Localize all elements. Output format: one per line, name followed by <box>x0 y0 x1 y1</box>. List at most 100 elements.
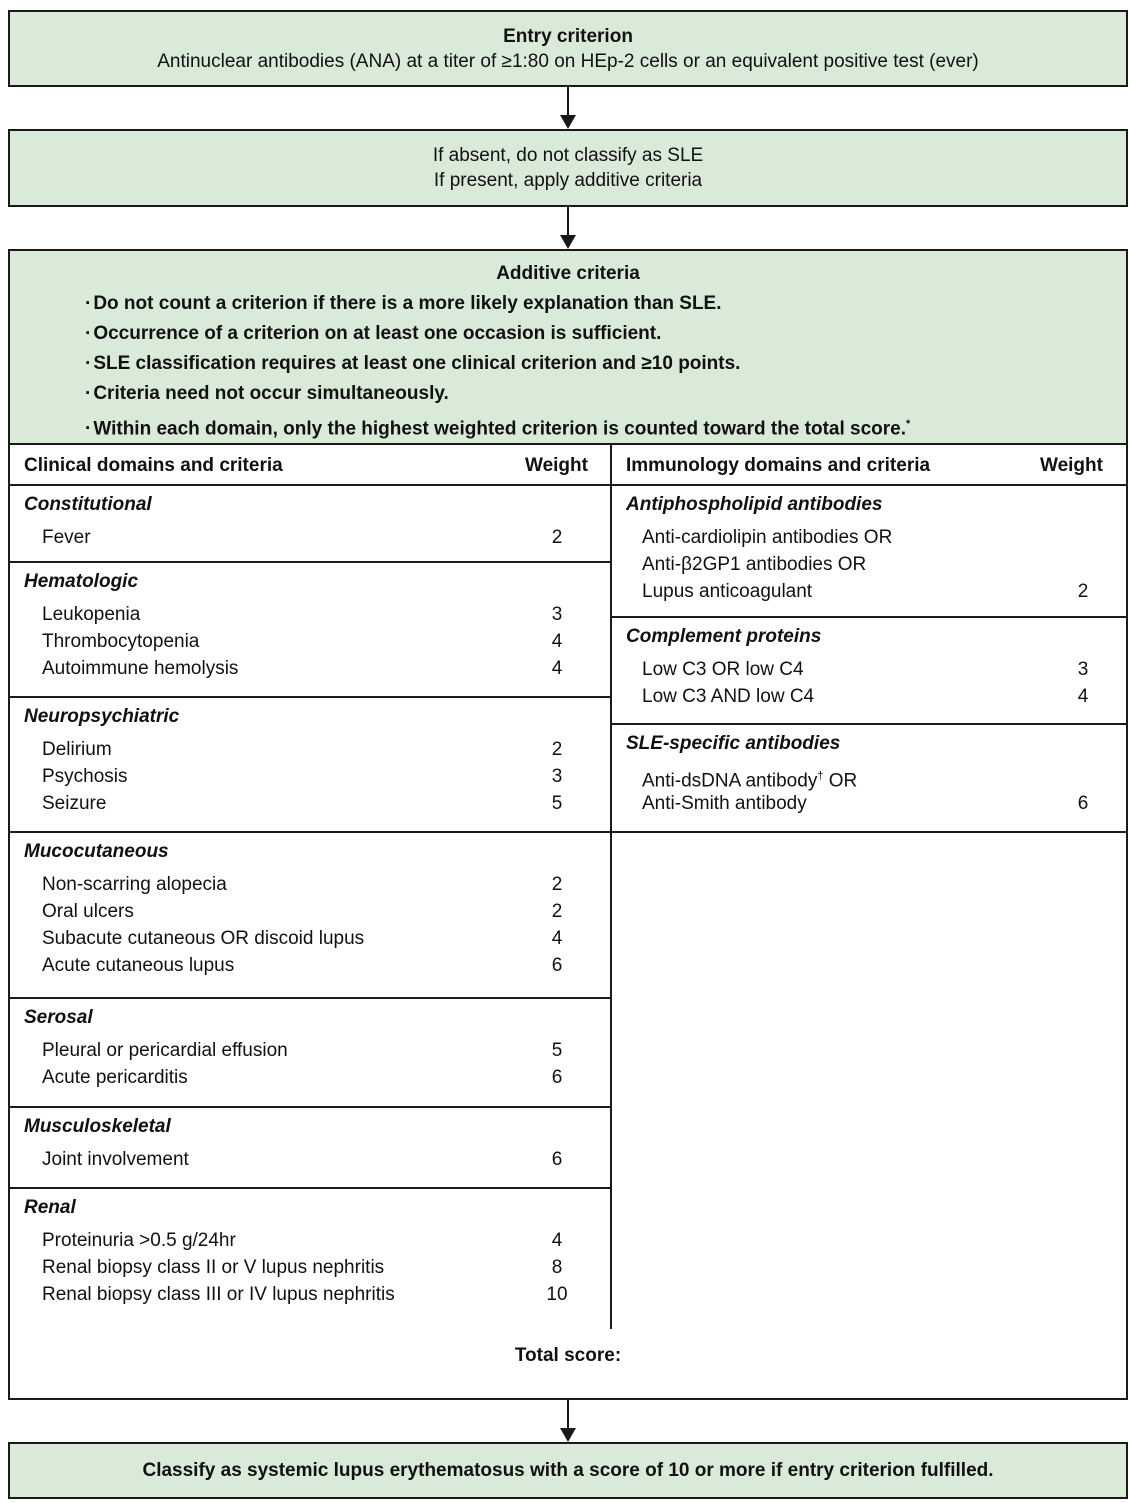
domain-block: Renal Proteinuria >0.5 g/24hr 4 Renal biops… <box>10 1189 610 1329</box>
criterion-name: Proteinuria >0.5 g/24hr <box>42 1230 236 1251</box>
domain-title: SLE-specific antibodies <box>626 733 841 754</box>
arrow-down-3 <box>558 1400 578 1442</box>
criterion-weight: 2 <box>551 739 563 760</box>
arrow-down-2 <box>558 207 578 249</box>
domain-block: Serosal Pleural or pericardial effusion 5 A… <box>10 999 610 1108</box>
gate-line-present: If present, apply additive criteria <box>433 170 703 191</box>
additive-bullet: Within each domain, only the highest wei… <box>85 409 910 444</box>
criterion-name: Anti-dsDNA antibody <box>642 770 818 792</box>
domain-title: Complement proteins <box>626 626 822 647</box>
criterion-name: Low C3 OR low C4 <box>642 659 804 680</box>
criterion-weight: 4 <box>551 658 563 679</box>
immunology-weight-header: Weight <box>1040 455 1103 476</box>
criterion-label: Anti-cardiolipin antibodies OR <box>642 524 892 551</box>
entry-criterion-text: Antinuclear antibodies (ANA) at a titer … <box>157 51 979 72</box>
additive-bullet: Criteria need not occur simultaneously. <box>85 379 910 409</box>
criterion-weight: 2 <box>551 874 563 895</box>
domain-block: SLE-specific antibodies Anti-dsDNA antibo… <box>612 725 1126 833</box>
criterion-weight: 10 <box>546 1284 568 1305</box>
additive-bullet-text: Within each domain, only the highest wei… <box>93 418 907 440</box>
criterion-name: Joint involvement <box>42 1149 189 1170</box>
criterion-label: Seizure <box>42 790 106 817</box>
criterion-label: Psychosis <box>42 763 128 790</box>
criterion-label: Thrombocytopenia <box>42 628 199 655</box>
criterion-name: Anti-Smith antibody <box>642 793 807 814</box>
criterion-label: Oral ulcers <box>42 898 134 925</box>
criterion-label: Subacute cutaneous OR discoid lupus <box>42 925 364 952</box>
clinical-weight-header: Weight <box>525 455 588 476</box>
arrow-down-1 <box>558 87 578 129</box>
criterion-weight: 4 <box>1077 686 1089 707</box>
criterion-weight: 6 <box>1077 793 1089 814</box>
domain-block: Neuropsychiatric Delirium 2 Psychosis 3 Seizu… <box>10 698 610 833</box>
criterion-label: Joint involvement <box>42 1146 189 1173</box>
domain-title: Hematologic <box>24 571 139 592</box>
immunology-header: Immunology domains and criteria <box>626 455 931 476</box>
criterion-label: Low C3 AND low C4 <box>642 683 814 710</box>
criterion-weight: 3 <box>1077 659 1089 680</box>
criterion-weight: 8 <box>551 1257 563 1278</box>
criterion-name: Acute cutaneous lupus <box>42 955 235 976</box>
criterion-label: Acute cutaneous lupus <box>42 952 234 979</box>
criterion-label: Anti-Smith antibody <box>642 790 807 817</box>
criterion-name: Acute pericarditis <box>42 1067 188 1088</box>
criterion-name: Thrombocytopenia <box>42 631 200 652</box>
criterion-weight: 4 <box>551 928 563 949</box>
criterion-name: Non-scarring alopecia <box>42 874 227 895</box>
domain-title: Constitutional <box>24 494 152 515</box>
additive-bullet: SLE classification requires at least one… <box>85 349 910 379</box>
criterion-label: Low C3 OR low C4 <box>642 656 804 683</box>
domain-block: Mucocutaneous Non-scarring alopecia 2 Oral … <box>10 833 610 999</box>
immunology-column: Antiphospholipid antibodies Anti-cardioli… <box>612 486 1126 1329</box>
domain-block: Hematologic Leukopenia 3 Thrombocytopenia 4 A… <box>10 563 610 698</box>
criterion-label: Acute pericarditis <box>42 1064 188 1091</box>
criterion-name: Delirium <box>42 739 112 760</box>
total-score-box: Total score: <box>8 1329 1128 1400</box>
domain-title: Neuropsychiatric <box>24 706 180 727</box>
domain-block: Antiphospholipid antibodies Anti-cardioli… <box>612 486 1126 618</box>
criterion-weight: 5 <box>551 793 563 814</box>
additive-criteria-title: Additive criteria <box>496 263 640 284</box>
criterion-name: Subacute cutaneous OR discoid lupus <box>42 928 365 949</box>
criterion-weight: 6 <box>551 1067 563 1088</box>
domain-block: Complement proteins Low C3 OR low C4 3 Low … <box>612 618 1126 725</box>
additive-bullet: Occurrence of a criterion on at least on… <box>85 319 910 349</box>
criteria-table: Clinical domains and criteria Weight Imm… <box>8 443 1128 1331</box>
criterion-label: Pleural or pericardial effusion <box>42 1037 288 1064</box>
criterion-name: Seizure <box>42 793 107 814</box>
domain-block: Musculoskeletal Joint involvement 6 <box>10 1108 610 1189</box>
additive-criteria-list: Do not count a criterion if there is a m… <box>85 289 910 444</box>
criterion-name: Leukopenia <box>42 604 141 625</box>
criterion-suffix: OR <box>823 770 858 792</box>
criterion-label: Lupus anticoagulant <box>642 578 812 605</box>
criterion-name: Psychosis <box>42 766 128 787</box>
criterion-weight: 2 <box>551 527 563 548</box>
criterion-name: Autoimmune hemolysis <box>42 658 239 679</box>
clinical-header: Clinical domains and criteria <box>24 455 283 476</box>
criterion-label: Non-scarring alopecia <box>42 871 227 898</box>
entry-criterion-box: Entry criterion Antinuclear antibodies (… <box>8 10 1128 87</box>
criterion-weight: 4 <box>551 1230 563 1251</box>
criterion-name: Anti-β2GP1 antibodies OR <box>642 554 867 575</box>
conclusion-text: Classify as systemic lupus erythematosus… <box>142 1460 994 1481</box>
criterion-weight: 3 <box>551 604 563 625</box>
criterion-name: Pleural or pericardial effusion <box>42 1040 288 1061</box>
total-score-label: Total score: <box>514 1345 622 1366</box>
criterion-weight: 2 <box>1077 581 1089 602</box>
domain-title: Mucocutaneous <box>24 841 169 862</box>
criterion-label: Proteinuria >0.5 g/24hr <box>42 1227 236 1254</box>
footnote-dagger: † <box>817 770 824 782</box>
criterion-weight: 4 <box>551 631 563 652</box>
gate-line-absent: If absent, do not classify as SLE <box>432 145 704 166</box>
additive-criteria-box: Additive criteria Do not count a criteri… <box>8 249 1128 443</box>
clinical-column: Constitutional Fever 2 Hematologic Leukopeni… <box>10 486 610 1329</box>
criterion-name: Fever <box>42 527 91 548</box>
gate-box: If absent, do not classify as SLE If pre… <box>8 129 1128 207</box>
criterion-label: Delirium <box>42 736 112 763</box>
domain-title: Serosal <box>24 1007 93 1028</box>
criterion-weight: 5 <box>551 1040 563 1061</box>
header-row-divider <box>10 484 1126 486</box>
criterion-name: Lupus anticoagulant <box>642 581 813 602</box>
criterion-weight: 2 <box>551 901 563 922</box>
criterion-name: Renal biopsy class II or V lupus nephrit… <box>42 1257 385 1278</box>
